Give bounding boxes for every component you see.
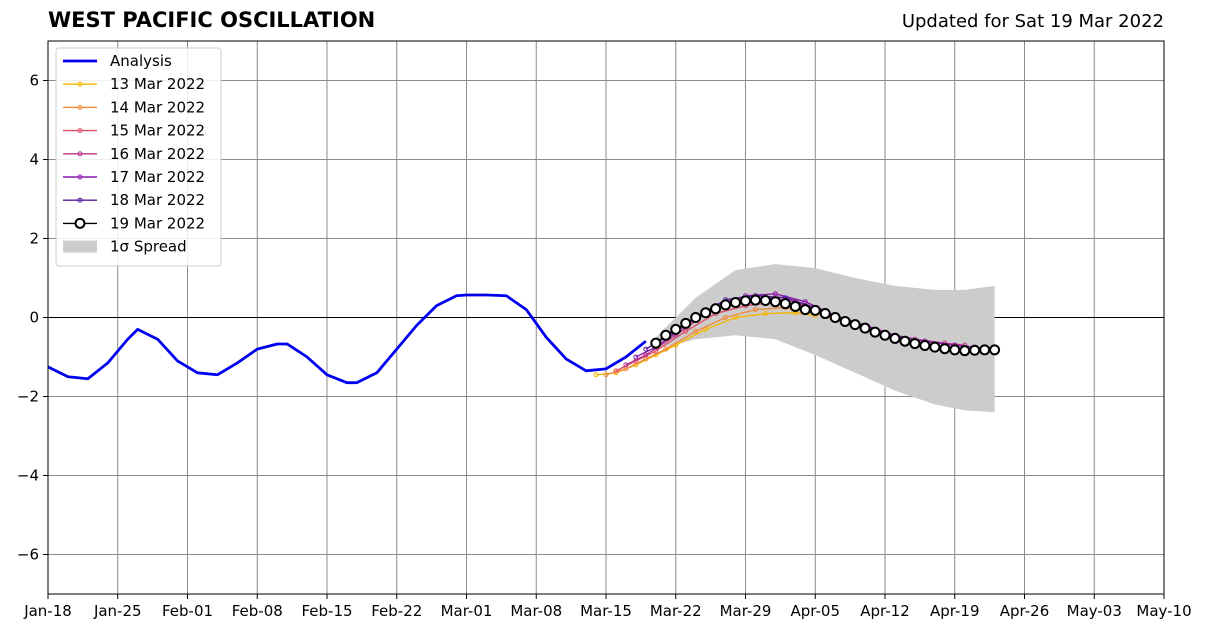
- y-tick-label: −6: [17, 546, 39, 564]
- x-tick-label: Apr-19: [930, 602, 980, 620]
- chart-subtitle: Updated for Sat 19 Mar 2022: [901, 11, 1164, 32]
- y-tick-label: −4: [17, 467, 39, 485]
- legend-label: 19 Mar 2022: [110, 214, 205, 232]
- legend-label: 17 Mar 2022: [110, 168, 205, 186]
- legend-label: 16 Mar 2022: [110, 145, 205, 163]
- latest-forecast-point: [919, 340, 931, 352]
- latest-forecast-point: [979, 344, 991, 356]
- x-tick-label: May-03: [1067, 602, 1122, 620]
- latest-forecast-point: [829, 312, 841, 323]
- x-tick-label: Mar-29: [720, 602, 772, 620]
- legend-label: 18 Mar 2022: [110, 191, 205, 209]
- latest-forecast-point: [680, 317, 692, 329]
- legend-swatch: [63, 240, 97, 253]
- x-tick-label: Feb-15: [301, 602, 352, 620]
- latest-forecast-point: [700, 307, 712, 319]
- legend-swatch-marker: [77, 151, 83, 157]
- x-tick-label: Apr-26: [1000, 602, 1050, 620]
- forecast-point: [623, 362, 629, 368]
- latest-forecast-point: [730, 296, 742, 308]
- latest-forecast-point: [839, 315, 851, 327]
- latest-forecast-point: [989, 344, 1001, 356]
- x-tick-label: Jan-18: [23, 602, 72, 620]
- legend-swatch-marker: [74, 217, 86, 229]
- latest-forecast-point: [929, 341, 941, 353]
- forecast-point: [593, 372, 599, 378]
- legend-label: 15 Mar 2022: [110, 122, 205, 140]
- latest-forecast-point: [939, 343, 951, 355]
- latest-forecast-point: [909, 338, 921, 350]
- x-tick-label: Jan-25: [93, 602, 142, 620]
- forecast-point: [633, 354, 639, 360]
- latest-forecast-point: [879, 329, 891, 341]
- legend-swatch-marker: [77, 81, 83, 87]
- latest-forecast-point: [959, 345, 971, 357]
- latest-forecast-point: [720, 299, 732, 311]
- latest-forecast-point: [660, 329, 672, 341]
- y-tick-label: −2: [17, 388, 39, 406]
- x-tick-label: Apr-05: [791, 602, 841, 620]
- x-tick-label: Apr-12: [860, 602, 910, 620]
- latest-forecast-point: [889, 332, 901, 344]
- forecast-point: [693, 328, 699, 334]
- latest-forecast-point: [859, 322, 871, 334]
- x-tick-label: Feb-01: [162, 602, 213, 620]
- forecast-point: [643, 352, 649, 358]
- legend-label: 14 Mar 2022: [110, 98, 205, 116]
- y-tick-label: 0: [29, 309, 39, 327]
- latest-forecast-point: [789, 300, 801, 312]
- x-tick-label: May-10: [1136, 602, 1191, 620]
- latest-forecast-point: [849, 319, 861, 331]
- forecast-point: [762, 311, 768, 317]
- x-tick-label: Mar-01: [441, 602, 493, 620]
- x-tick-label: Feb-22: [371, 602, 422, 620]
- forecast-point: [613, 368, 619, 374]
- legend-label: 1σ Spread: [110, 238, 187, 256]
- legend-swatch-marker: [77, 104, 83, 110]
- legend-box: [55, 47, 222, 267]
- latest-forecast-point: [749, 294, 761, 306]
- y-tick-label: 2: [29, 230, 39, 248]
- forecast-point: [772, 291, 778, 297]
- latest-forecast-point: [899, 335, 911, 347]
- legend-swatch-marker: [77, 197, 83, 203]
- x-tick-label: Mar-08: [510, 602, 562, 620]
- latest-forecast-point: [809, 304, 821, 316]
- forecast-point: [603, 372, 609, 378]
- latest-forecast-point: [969, 344, 981, 356]
- x-tick-label: Feb-08: [232, 602, 283, 620]
- latest-forecast-point: [690, 312, 702, 323]
- legend-swatch-marker: [77, 128, 83, 134]
- latest-forecast-point: [799, 304, 811, 316]
- legend-label: Analysis: [110, 52, 172, 70]
- x-tick-label: Mar-22: [650, 602, 702, 620]
- legend-swatch-marker: [77, 174, 83, 180]
- forecast-point: [643, 346, 649, 352]
- chart-title: WEST PACIFIC OSCILLATION: [48, 8, 376, 32]
- latest-forecast-point: [769, 296, 781, 308]
- latest-forecast-point: [759, 295, 771, 307]
- forecast-point: [663, 346, 669, 352]
- analysis-line: [47, 293, 647, 385]
- latest-forecast-point: [819, 308, 831, 320]
- x-tick-label: Mar-15: [580, 602, 632, 620]
- forecast-point: [683, 328, 689, 334]
- forecast-point: [752, 307, 758, 313]
- forecast-point: [723, 315, 729, 320]
- latest-forecast-point: [740, 295, 751, 307]
- y-tick-label: 6: [29, 72, 39, 90]
- latest-forecast-point: [670, 323, 682, 335]
- latest-forecast-point: [650, 337, 662, 349]
- latest-forecast-point: [710, 303, 722, 315]
- y-tick-label: 4: [29, 151, 39, 169]
- latest-forecast-point: [949, 344, 961, 356]
- latest-forecast-point: [869, 326, 881, 338]
- legend-label: 13 Mar 2022: [110, 75, 205, 93]
- latest-forecast-point: [779, 298, 791, 310]
